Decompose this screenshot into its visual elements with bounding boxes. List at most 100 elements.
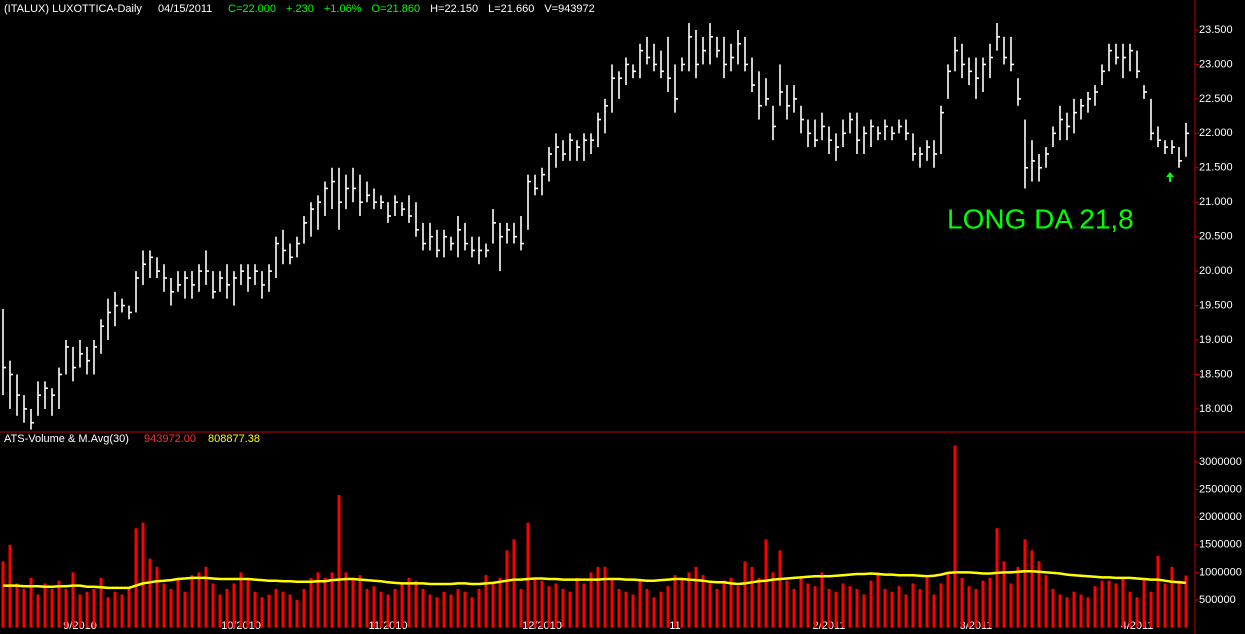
- y-tick-label: 3000000: [1199, 456, 1242, 468]
- volume-bar: [1023, 539, 1027, 628]
- volume-bar: [694, 566, 698, 628]
- average-line: [3, 570, 1187, 590]
- y-tick-label: 19.000: [1199, 334, 1233, 346]
- volume-bar: [477, 588, 481, 628]
- volume-bar: [946, 572, 950, 628]
- volume-bar: [428, 594, 432, 628]
- volume-bar: [64, 588, 68, 628]
- volume-bar: [568, 591, 572, 628]
- volume-bar: [1037, 561, 1041, 628]
- volume-bar: [673, 575, 677, 628]
- y-tick-label: 1000000: [1199, 566, 1242, 578]
- stat: +1.06%: [324, 3, 362, 15]
- volume-bar: [190, 575, 194, 628]
- volume-bar: [36, 594, 40, 628]
- volume-label: 943972.00: [144, 433, 196, 445]
- y-tick-label: 21.500: [1199, 162, 1233, 174]
- volume-bar: [379, 591, 383, 628]
- volume-bar: [1100, 580, 1104, 628]
- volume-bar: [365, 588, 369, 628]
- volume-bar: [316, 572, 320, 628]
- volume-bar: [85, 591, 89, 628]
- stat: C=22.000: [228, 3, 276, 15]
- volume-bar: [1149, 591, 1153, 628]
- volume-bar: [1135, 597, 1139, 628]
- volume-bar: [1079, 594, 1083, 628]
- volume-bar: [330, 572, 334, 628]
- volume-bar: [498, 577, 502, 628]
- volume-bar: [99, 577, 103, 628]
- annotation: LONG DA 21,8: [947, 203, 1134, 234]
- y-tick-label: 19.500: [1199, 299, 1233, 311]
- volume-bar: [1086, 597, 1090, 628]
- volume-bar: [778, 550, 782, 628]
- volume-bar: [834, 591, 838, 628]
- volume-bar: [680, 577, 684, 628]
- volume-bar: [505, 550, 509, 628]
- volume-bar: [841, 583, 845, 628]
- chart-title: (ITALUX) LUXOTTICA-Daily: [4, 3, 142, 15]
- stat: H=22.150: [430, 3, 478, 15]
- volume-bar: [792, 588, 796, 628]
- arrow: [1166, 172, 1174, 182]
- volume-bar: [715, 588, 719, 628]
- volume-bar: [925, 577, 929, 628]
- volume-bar: [295, 599, 299, 628]
- volume-bar: [302, 588, 306, 628]
- volume-bar: [960, 577, 964, 628]
- volume-bar: [491, 583, 495, 628]
- volume-bar: [610, 577, 614, 628]
- volume-bar: [274, 588, 278, 628]
- volume-bar: [463, 591, 467, 628]
- volume-bar: [1002, 561, 1006, 628]
- stats: C=22.000 +.230 +1.06% O=21.860 H=22.150 L=21.…: [228, 3, 595, 15]
- volume-bar: [624, 591, 628, 628]
- volume-bar: [617, 588, 621, 628]
- volume-bar: [813, 586, 817, 628]
- volume-bar: [449, 594, 453, 628]
- volume-bar: [995, 528, 999, 628]
- date: 04/15/2011: [158, 3, 212, 15]
- volume-bar: [785, 580, 789, 628]
- volume-bar: [540, 580, 544, 628]
- volume-bar: [253, 591, 257, 628]
- volume-bar: [750, 566, 754, 628]
- volume-bar: [246, 577, 250, 628]
- stat: O=21.860: [371, 3, 420, 15]
- volume-bar: [939, 583, 943, 628]
- volume-bar: [701, 575, 705, 628]
- y-tick-label: 2000000: [1199, 511, 1242, 523]
- y-tick-label: 1500000: [1199, 539, 1242, 551]
- volume-bar: [267, 594, 271, 628]
- volume-bar: [659, 591, 663, 628]
- stat: V=943972: [544, 3, 594, 15]
- volume-bar: [1128, 591, 1132, 628]
- volume-bar: [71, 572, 75, 628]
- volume-bar: [918, 588, 922, 628]
- volume-bar: [1, 561, 5, 628]
- volume-bar: [596, 566, 600, 628]
- volume-bar: [869, 580, 873, 628]
- volume-bar: [974, 588, 978, 628]
- volume-bar: [106, 597, 110, 628]
- volume-bar: [512, 539, 516, 628]
- volume-bar: [400, 583, 404, 628]
- volume-bar: [29, 577, 33, 628]
- volume-bar: [904, 594, 908, 628]
- volume-bar: [1051, 588, 1055, 628]
- volume-bar: [764, 539, 768, 628]
- volume-bar: [484, 575, 488, 628]
- y-tick-label: 18.500: [1199, 368, 1233, 380]
- volume-bar: [827, 588, 831, 628]
- volume-bar: [22, 588, 26, 628]
- volume-bar: [988, 577, 992, 628]
- volume-bar: [953, 445, 957, 628]
- volume-bar: [57, 580, 61, 628]
- volume-bar: [176, 577, 180, 628]
- volume-bar: [50, 588, 54, 628]
- volume-bar: [526, 522, 530, 628]
- volume-bar: [1093, 586, 1097, 628]
- volume-bar: [421, 588, 425, 628]
- volume-bar: [806, 583, 810, 628]
